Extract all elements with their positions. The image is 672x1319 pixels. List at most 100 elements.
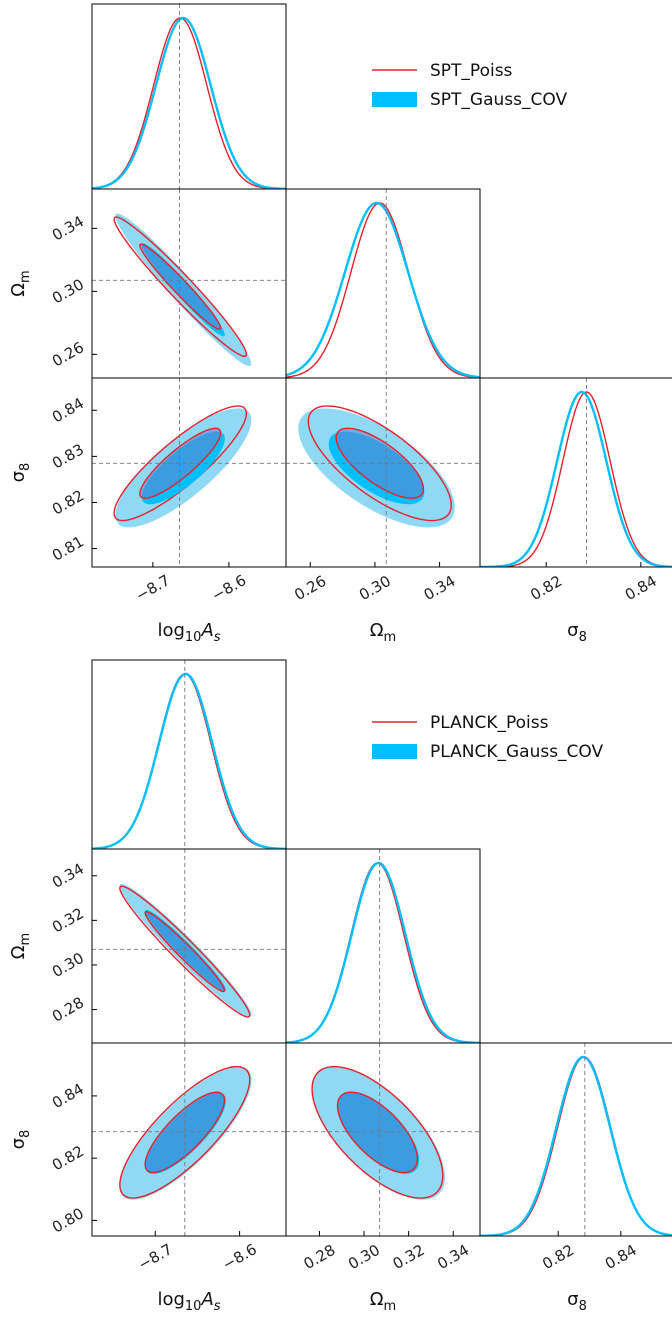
x-tick-label: 0.34	[434, 1241, 472, 1273]
y-tick-label: 0.28	[49, 993, 87, 1025]
panel-1-2-2: 0.82 0.84	[479, 377, 672, 604]
y-axis-label-2-base: σ	[8, 1138, 29, 1149]
x-axis-label-2-base: σ	[567, 620, 578, 641]
x-tick-label: −8.7	[133, 571, 174, 605]
panel-frame	[285, 848, 481, 1044]
contour-2sigma-SPT_Poiss	[113, 405, 248, 522]
x-axis-label-0-symbol: A	[200, 620, 213, 641]
x-axis-label-1-sub: m	[384, 630, 397, 645]
y-axis-label-1-sub: m	[18, 933, 33, 946]
marginal-curve-SPT_Gauss_COV	[480, 390, 672, 567]
panel-content	[92, 4, 286, 189]
panel-frame	[91, 659, 287, 850]
x-tick-label: 0.82	[539, 1241, 577, 1273]
marginal-curve-SPT_Gauss_COV	[92, 16, 286, 189]
y-axis-label-1: Ωm	[8, 933, 33, 959]
y-tick-label: 0.34	[49, 860, 87, 892]
panel-frame	[91, 3, 287, 190]
contour-1sigma-PLANCK_Poiss	[144, 1091, 226, 1174]
contour-2sigma-PLANCK_Poiss	[311, 1065, 444, 1199]
x-tick-label: 0.30	[345, 1241, 383, 1273]
y-tick-label: 0.26	[49, 338, 87, 370]
marginal-curve-PLANCK_Poiss	[286, 862, 480, 1043]
legend-swatch-gauss	[372, 92, 417, 107]
panel-1-0-0	[91, 3, 287, 190]
x-axis-label-0-symbol-sub: s	[214, 630, 221, 645]
x-tick-label: 0.26	[291, 572, 329, 604]
y-tick-label: 0.80	[49, 1204, 87, 1236]
panel-2-1-1	[285, 848, 481, 1044]
x-tick-label: 0.82	[527, 572, 565, 604]
y-axis-label-2: σ8	[8, 1130, 33, 1150]
panel-content	[286, 378, 480, 567]
panel-frame	[479, 1042, 672, 1237]
legend-label-poiss: SPT_Poiss	[430, 61, 513, 81]
x-axis-label-2: σ8	[567, 1289, 587, 1314]
legend-swatch-gauss	[372, 744, 417, 759]
x-axis-label-1-sub: m	[384, 1299, 397, 1314]
marginal-curve-PLANCK_Poiss	[92, 673, 286, 849]
panel-1-1-0: 0.26 0.30 0.34	[49, 188, 287, 379]
y-axis-label-1-base: Ω	[8, 283, 29, 297]
x-axis-label-0-sub: 10	[185, 1299, 202, 1314]
contour-1sigma-PLANCK_Poiss	[144, 910, 226, 993]
y-tick-label: 0.30	[49, 949, 87, 981]
x-axis-label-0-symbol: A	[200, 1289, 213, 1310]
panel-content	[286, 849, 480, 1043]
panel-frame	[479, 377, 672, 568]
x-tick-label: 0.30	[356, 572, 394, 604]
x-axis-label-2-base: σ	[567, 1289, 578, 1310]
x-tick-label: −8.6	[209, 571, 250, 605]
panel-content	[92, 378, 286, 567]
x-tick-label: 0.28	[300, 1241, 338, 1273]
marginal-curve-SPT_Poiss	[480, 391, 672, 567]
x-axis-label-0-sub: 10	[185, 630, 202, 645]
x-tick-label: 0.84	[622, 572, 660, 604]
x-tick-label: −8.7	[135, 1240, 176, 1274]
y-tick-label: 0.82	[49, 1142, 87, 1174]
panel-1-2-1: 0.26 0.30 0.34	[285, 377, 481, 604]
x-axis-label-1: Ωm	[370, 1289, 396, 1314]
legend: SPT_Poiss SPT_Gauss_COV	[372, 61, 567, 110]
contour-1sigma-PLANCK_Poiss	[336, 1091, 419, 1174]
legend-label-gauss: SPT_Gauss_COV	[430, 90, 567, 110]
x-tick-label: 0.34	[421, 572, 459, 604]
marginal-curve-PLANCK_Poiss	[480, 1056, 672, 1236]
panel-2-1-0: 0.28 0.30 0.32 0.34	[49, 848, 287, 1044]
x-axis-label-0-base: log	[157, 1289, 184, 1310]
y-tick-label: 0.82	[49, 486, 87, 518]
panel-2-2-1: 0.28 0.30 0.32 0.34	[285, 1042, 481, 1273]
y-axis-label-1: Ωm	[8, 270, 33, 296]
panel-content	[92, 1043, 286, 1236]
x-axis-label-0: log10As	[157, 1289, 220, 1314]
x-tick-label: 0.32	[390, 1241, 428, 1273]
y-axis-label-2-sub: 8	[18, 463, 33, 471]
x-axis-label-2: σ8	[567, 620, 587, 645]
y-tick-label: 0.30	[49, 275, 87, 307]
panel-content	[92, 189, 286, 378]
y-axis-label-1-base: Ω	[8, 945, 29, 959]
marginal-curve-SPT_Poiss	[92, 17, 286, 189]
y-tick-label: 0.84	[49, 1080, 87, 1112]
panel-1-1-1	[285, 188, 481, 379]
y-tick-label: 0.32	[49, 904, 87, 936]
marginal-curve-PLANCK_Gauss_COV	[92, 672, 286, 849]
y-tick-label: 0.83	[49, 440, 87, 472]
x-axis-label-0-base: log	[157, 620, 184, 641]
corner-plot-1: 0.26 0.30 0.34 0.81 0.82 0.83 0.84 −8.7 −8.6 0.26…	[8, 3, 672, 645]
contour-2sigma-PLANCK_Poiss	[119, 885, 251, 1018]
x-tick-label: −8.6	[219, 1240, 260, 1274]
x-axis-label-2-sub: 8	[579, 630, 587, 645]
panel-content	[480, 1043, 672, 1236]
contour-2sigma-PLANCK_Poiss	[119, 1065, 251, 1199]
corner-plot-2: 0.280.300.320.340.800.820.84−8.7 −8.6 0.28…	[8, 659, 672, 1314]
legend-label-gauss: PLANCK_Gauss_COV	[430, 742, 604, 762]
y-tick-label: 0.34	[49, 212, 87, 244]
marginal-curve-SPT_Gauss_COV	[286, 201, 480, 378]
y-tick-label: 0.84	[49, 394, 87, 426]
panel-2-0-0	[91, 659, 287, 850]
marginal-curve-PLANCK_Gauss_COV	[480, 1055, 672, 1236]
panel-content	[92, 849, 286, 1043]
y-axis-label-2-sub: 8	[18, 1130, 33, 1138]
y-axis-label-2-base: σ	[8, 471, 29, 482]
